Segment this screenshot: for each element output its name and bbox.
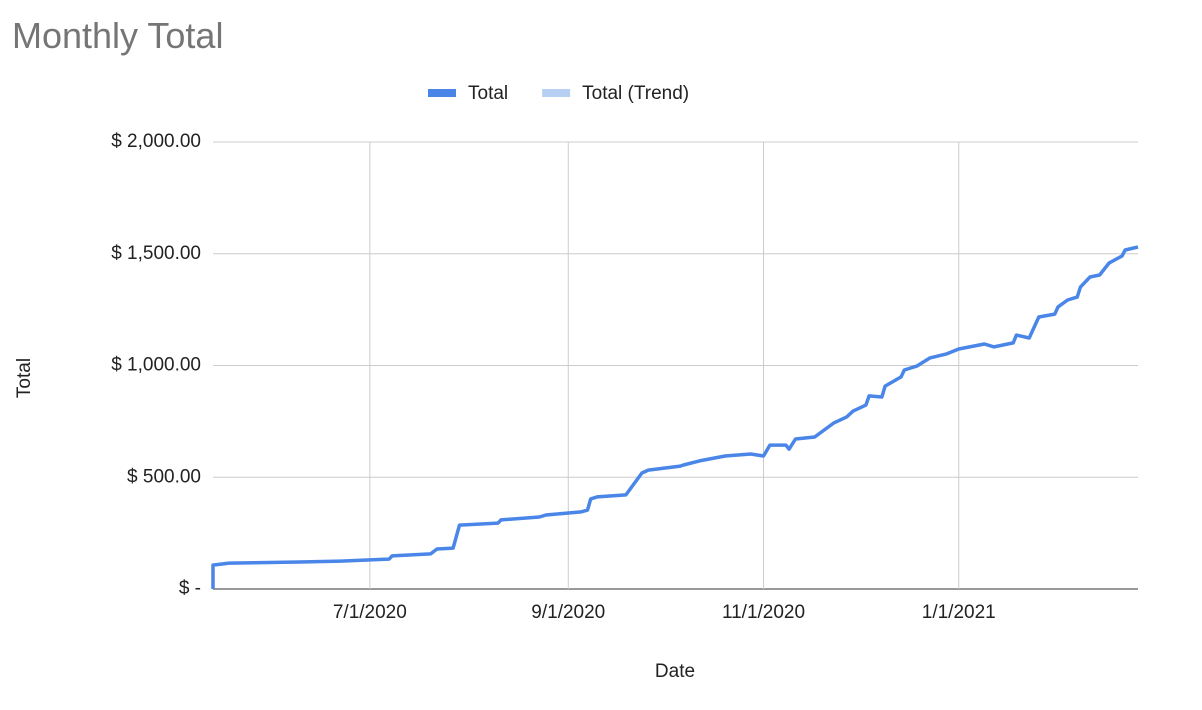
- y-tick-label: $ 500.00: [127, 466, 201, 487]
- x-tick-label: 7/1/2020: [333, 602, 407, 623]
- series-line: [213, 258, 1138, 575]
- x-axis-title: Date: [655, 661, 695, 682]
- x-tick-label: 11/1/2020: [722, 602, 805, 623]
- x-tick-label: 1/1/2021: [922, 602, 996, 623]
- y-tick-label: $ 1,500.00: [111, 243, 201, 264]
- y-tick-label: $ -: [179, 578, 201, 599]
- legend-label: Total: [468, 83, 508, 104]
- x-tick-label: 9/1/2020: [531, 602, 605, 623]
- y-tick-label: $ 2,000.00: [111, 131, 201, 152]
- series-line: [211, 245, 1139, 589]
- legend-swatch: [428, 89, 456, 97]
- y-tick-label: $ 1,000.00: [111, 355, 201, 376]
- y-axis-title: Total: [14, 358, 35, 398]
- legend-swatch: [542, 89, 571, 97]
- chart-title: Monthly Total: [12, 15, 223, 56]
- legend-label: Total (Trend): [582, 83, 689, 104]
